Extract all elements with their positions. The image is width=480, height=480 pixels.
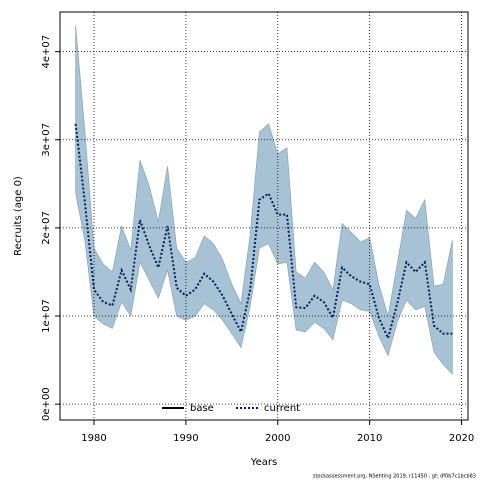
x-tick-label: 1980 (81, 433, 106, 444)
series-line (74, 123, 453, 342)
x-axis-title: Years (250, 457, 277, 468)
y-tick-label: 1e+07 (41, 299, 52, 333)
x-tick-label: 2000 (265, 433, 290, 444)
y-tick-label: 3e+07 (41, 123, 52, 157)
x-tick-label: 2020 (449, 433, 474, 444)
y-tick-label: 4e+07 (41, 35, 52, 69)
footer: stockassessment.org, NSehting 2019, r114… (313, 474, 476, 480)
x-tick-label: 1990 (173, 433, 198, 444)
legend-label: base (190, 403, 214, 414)
y-axis-title: Recruits (age 0) (13, 176, 24, 256)
confidence-band (75, 25, 453, 375)
y-tick-label: 0e+00 (41, 387, 52, 421)
y-tick-label: 2e+07 (41, 211, 52, 245)
plot-frame (59, 11, 469, 421)
legend-label: current (264, 403, 300, 414)
x-tick-label: 2010 (357, 433, 382, 444)
